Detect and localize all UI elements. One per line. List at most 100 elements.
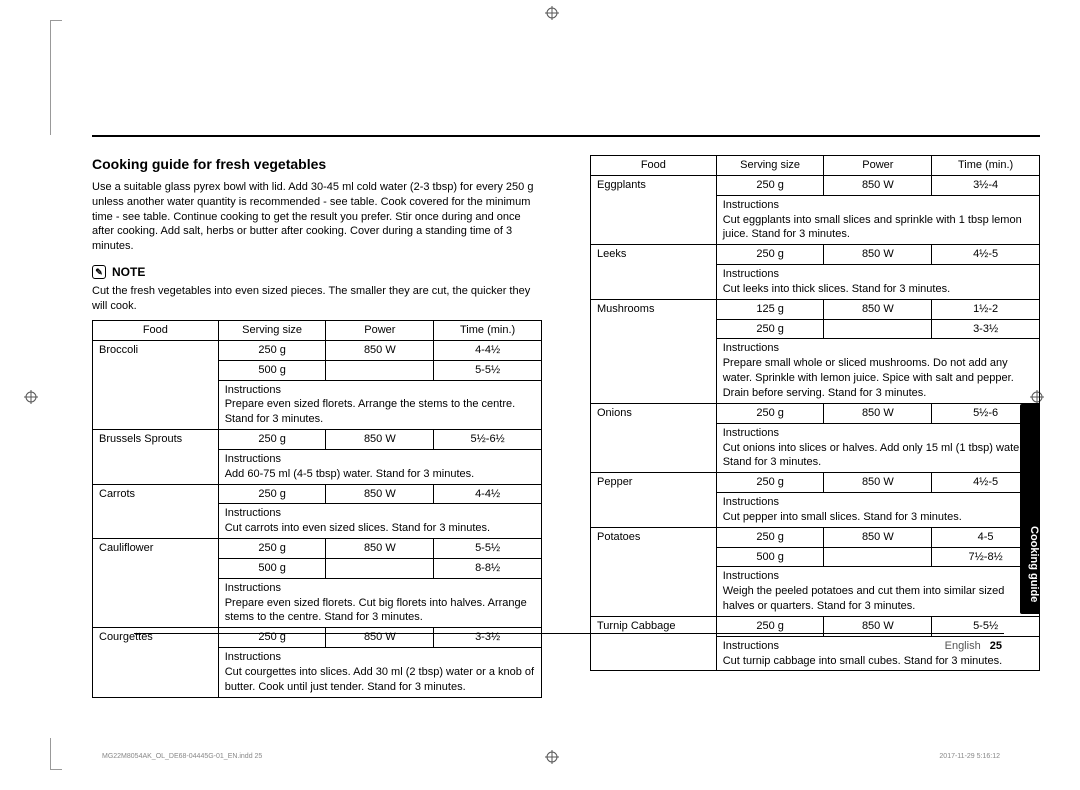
- top-rule: [92, 135, 1040, 137]
- left-column: Cooking guide for fresh vegetables Use a…: [92, 155, 542, 698]
- time-cell: 3-3½: [434, 628, 542, 648]
- col-serving: Serving size: [218, 320, 326, 340]
- serving-cell: 500 g: [218, 558, 326, 578]
- power-cell: [326, 360, 434, 380]
- intro-text: Use a suitable glass pyrex bowl with lid…: [92, 180, 542, 254]
- food-cell: Broccoli: [93, 340, 219, 429]
- print-timestamp: 2017-11-29 5:16:12: [939, 753, 1000, 760]
- serving-cell: 250 g: [218, 340, 326, 360]
- instructions-cell: InstructionsCut leeks into thick slices.…: [716, 265, 1039, 300]
- instructions-label: Instructions: [225, 506, 535, 521]
- table-row: Onions250 g850 W5½-6: [591, 403, 1040, 423]
- table-row: Potatoes250 g850 W4-5: [591, 527, 1040, 547]
- food-cell: Turnip Cabbage: [591, 616, 717, 671]
- instructions-cell: InstructionsCut onions into slices or ha…: [716, 423, 1039, 473]
- right-column: Food Serving size Power Time (min.) Eggp…: [590, 155, 1040, 698]
- table-row: Broccoli250 g850 W4-4½: [93, 340, 542, 360]
- instructions-label: Instructions: [723, 198, 1033, 213]
- section-tab: Cooking guide: [1020, 404, 1040, 614]
- col-food: Food: [591, 156, 717, 176]
- serving-cell: 250 g: [716, 319, 824, 339]
- table-row: Courgettes250 g850 W3-3½: [93, 628, 542, 648]
- instructions-label: Instructions: [225, 581, 535, 596]
- instructions-label: Instructions: [723, 495, 1033, 510]
- instructions-label: Instructions: [723, 426, 1033, 441]
- food-cell: Brussels Sprouts: [93, 430, 219, 485]
- serving-cell: 250 g: [716, 527, 824, 547]
- instructions-label: Instructions: [225, 383, 535, 398]
- table-header-row: Food Serving size Power Time (min.): [591, 156, 1040, 176]
- power-cell: [824, 547, 932, 567]
- serving-cell: 125 g: [716, 299, 824, 319]
- serving-cell: 250 g: [218, 484, 326, 504]
- instructions-cell: InstructionsCut courgettes into slices. …: [218, 648, 541, 698]
- instructions-cell: InstructionsCut carrots into even sized …: [218, 504, 541, 539]
- food-cell: Mushrooms: [591, 299, 717, 403]
- time-cell: 5½-6½: [434, 430, 542, 450]
- food-cell: Cauliflower: [93, 539, 219, 628]
- food-cell: Potatoes: [591, 527, 717, 616]
- instructions-cell: InstructionsPrepare small whole or slice…: [716, 339, 1039, 403]
- instructions-label: Instructions: [723, 341, 1033, 356]
- col-time: Time (min.): [434, 320, 542, 340]
- instructions-cell: InstructionsCut pepper into small slices…: [716, 493, 1039, 528]
- serving-cell: 250 g: [218, 539, 326, 559]
- note-label: NOTE: [112, 264, 145, 280]
- food-cell: Leeks: [591, 245, 717, 300]
- bottom-rule: [134, 633, 1004, 634]
- cooking-table-right: Food Serving size Power Time (min.) Eggp…: [590, 155, 1040, 671]
- col-food: Food: [93, 320, 219, 340]
- table-row: Brussels Sprouts250 g850 W5½-6½: [93, 430, 542, 450]
- power-cell: 850 W: [326, 484, 434, 504]
- time-cell: 4-4½: [434, 340, 542, 360]
- instructions-label: Instructions: [723, 267, 1033, 282]
- serving-cell: 250 g: [218, 430, 326, 450]
- instructions-cell: InstructionsCut eggplants into small sli…: [716, 195, 1039, 245]
- col-power: Power: [824, 156, 932, 176]
- instructions-label: Instructions: [225, 452, 535, 467]
- table-row: Leeks250 g850 W4½-5: [591, 245, 1040, 265]
- serving-cell: 250 g: [716, 175, 824, 195]
- power-cell: 850 W: [824, 527, 932, 547]
- time-cell: 5-5½: [434, 539, 542, 559]
- two-column-layout: Cooking guide for fresh vegetables Use a…: [92, 155, 1040, 698]
- power-cell: [824, 319, 932, 339]
- power-cell: 850 W: [326, 430, 434, 450]
- food-cell: Eggplants: [591, 175, 717, 244]
- note-icon: ✎: [92, 265, 106, 279]
- food-cell: Onions: [591, 403, 717, 472]
- table-row: Eggplants250 g850 W3½-4: [591, 175, 1040, 195]
- time-cell: 4½-5: [932, 245, 1040, 265]
- instructions-label: Instructions: [723, 569, 1033, 584]
- footer-page: 25: [990, 640, 1002, 652]
- col-time: Time (min.): [932, 156, 1040, 176]
- page-footer: English 25: [945, 640, 1002, 652]
- time-cell: 5-5½: [434, 360, 542, 380]
- power-cell: 850 W: [824, 175, 932, 195]
- food-cell: Courgettes: [93, 628, 219, 697]
- instructions-cell: InstructionsPrepare even sized florets. …: [218, 578, 541, 628]
- registration-mark-top: [545, 6, 559, 20]
- serving-cell: 500 g: [218, 360, 326, 380]
- col-serving: Serving size: [716, 156, 824, 176]
- power-cell: 850 W: [326, 340, 434, 360]
- section-title: Cooking guide for fresh vegetables: [92, 155, 542, 174]
- food-cell: Pepper: [591, 473, 717, 528]
- serving-cell: 250 g: [716, 473, 824, 493]
- footer-language: English: [945, 640, 981, 652]
- table-row: Pepper250 g850 W4½-5: [591, 473, 1040, 493]
- serving-cell: 250 g: [218, 628, 326, 648]
- instructions-cell: InstructionsWeigh the peeled potatoes an…: [716, 567, 1039, 617]
- power-cell: 850 W: [326, 628, 434, 648]
- time-cell: 8-8½: [434, 558, 542, 578]
- time-cell: 3½-4: [932, 175, 1040, 195]
- crop-mark-bl: [50, 738, 62, 770]
- instructions-label: Instructions: [225, 650, 535, 665]
- instructions-cell: InstructionsAdd 60-75 ml (4-5 tbsp) wate…: [218, 449, 541, 484]
- time-cell: 1½-2: [932, 299, 1040, 319]
- page-frame: Cooking guide for fresh vegetables Use a…: [50, 20, 1040, 770]
- power-cell: [326, 558, 434, 578]
- serving-cell: 250 g: [716, 245, 824, 265]
- cooking-table-left: Food Serving size Power Time (min.) Broc…: [92, 320, 542, 698]
- col-power: Power: [326, 320, 434, 340]
